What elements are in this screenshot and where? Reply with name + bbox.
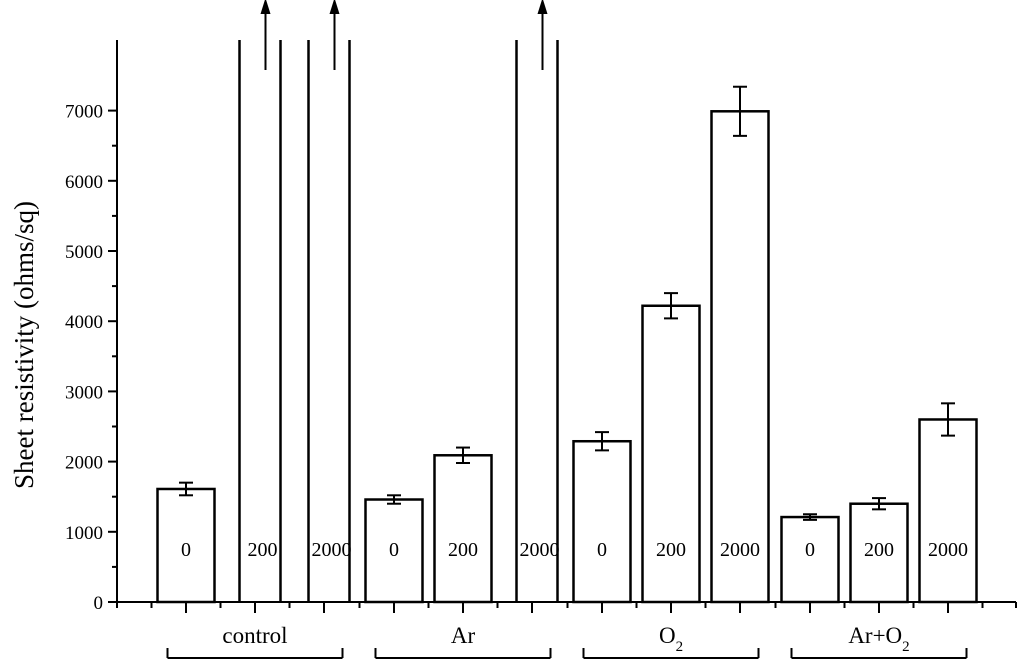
bars: 0 200 2000 0 200 2000 0 200 2000 0 200 2000 <box>156 0 978 604</box>
bar-label: 0 <box>805 539 815 561</box>
bar <box>710 110 770 604</box>
bar <box>433 454 493 604</box>
y-tick-label: 1000 <box>65 523 103 544</box>
off-scale-arrow-head <box>537 0 548 14</box>
y-axis-title: Sheet resistivity (ohms/sq) <box>9 201 39 489</box>
bar-label: 0 <box>181 539 191 561</box>
bar-label: 200 <box>656 539 686 561</box>
bar-label: 0 <box>389 539 399 561</box>
y-tick-label: 3000 <box>65 382 103 403</box>
off-scale-arrow-head <box>260 0 271 14</box>
group-labels: control Ar O2 Ar+O2 <box>166 623 968 659</box>
group-label: Ar+O2 <box>848 623 909 655</box>
y-tick-label: 0 <box>94 593 104 614</box>
y-tick-label: 7000 <box>65 102 103 123</box>
off-scale-arrow-head <box>329 0 340 14</box>
bar-label: 2000 <box>720 539 760 561</box>
y-tick-label: 5000 <box>65 242 103 263</box>
group-label-base: O <box>659 623 676 648</box>
bar-label: 2000 <box>312 539 352 561</box>
y-tick-label: 6000 <box>65 172 103 193</box>
group-label-subscript: 2 <box>676 639 684 655</box>
bar-label: 2000 <box>928 539 968 561</box>
bar <box>780 515 840 604</box>
bar <box>641 304 701 604</box>
bar-label: 2000 <box>520 539 560 561</box>
group-label: O2 <box>659 623 683 655</box>
y-axis: 0 1000 2000 3000 4000 5000 6000 7000 <box>65 40 118 614</box>
bar-label: 200 <box>448 539 478 561</box>
y-tick-label: 2000 <box>65 453 103 474</box>
x-axis <box>117 601 1017 613</box>
bar-label: 200 <box>864 539 894 561</box>
group-label: Ar <box>451 623 476 648</box>
group-label: control <box>222 623 287 648</box>
bar-label: 0 <box>597 539 607 561</box>
bar <box>849 502 909 604</box>
group-label-base: Ar+O <box>848 623 902 648</box>
bar <box>572 439 632 604</box>
bar-label: 200 <box>248 539 278 561</box>
group-label-subscript: 2 <box>902 639 910 655</box>
bar <box>918 418 978 604</box>
y-tick-label: 4000 <box>65 312 103 333</box>
